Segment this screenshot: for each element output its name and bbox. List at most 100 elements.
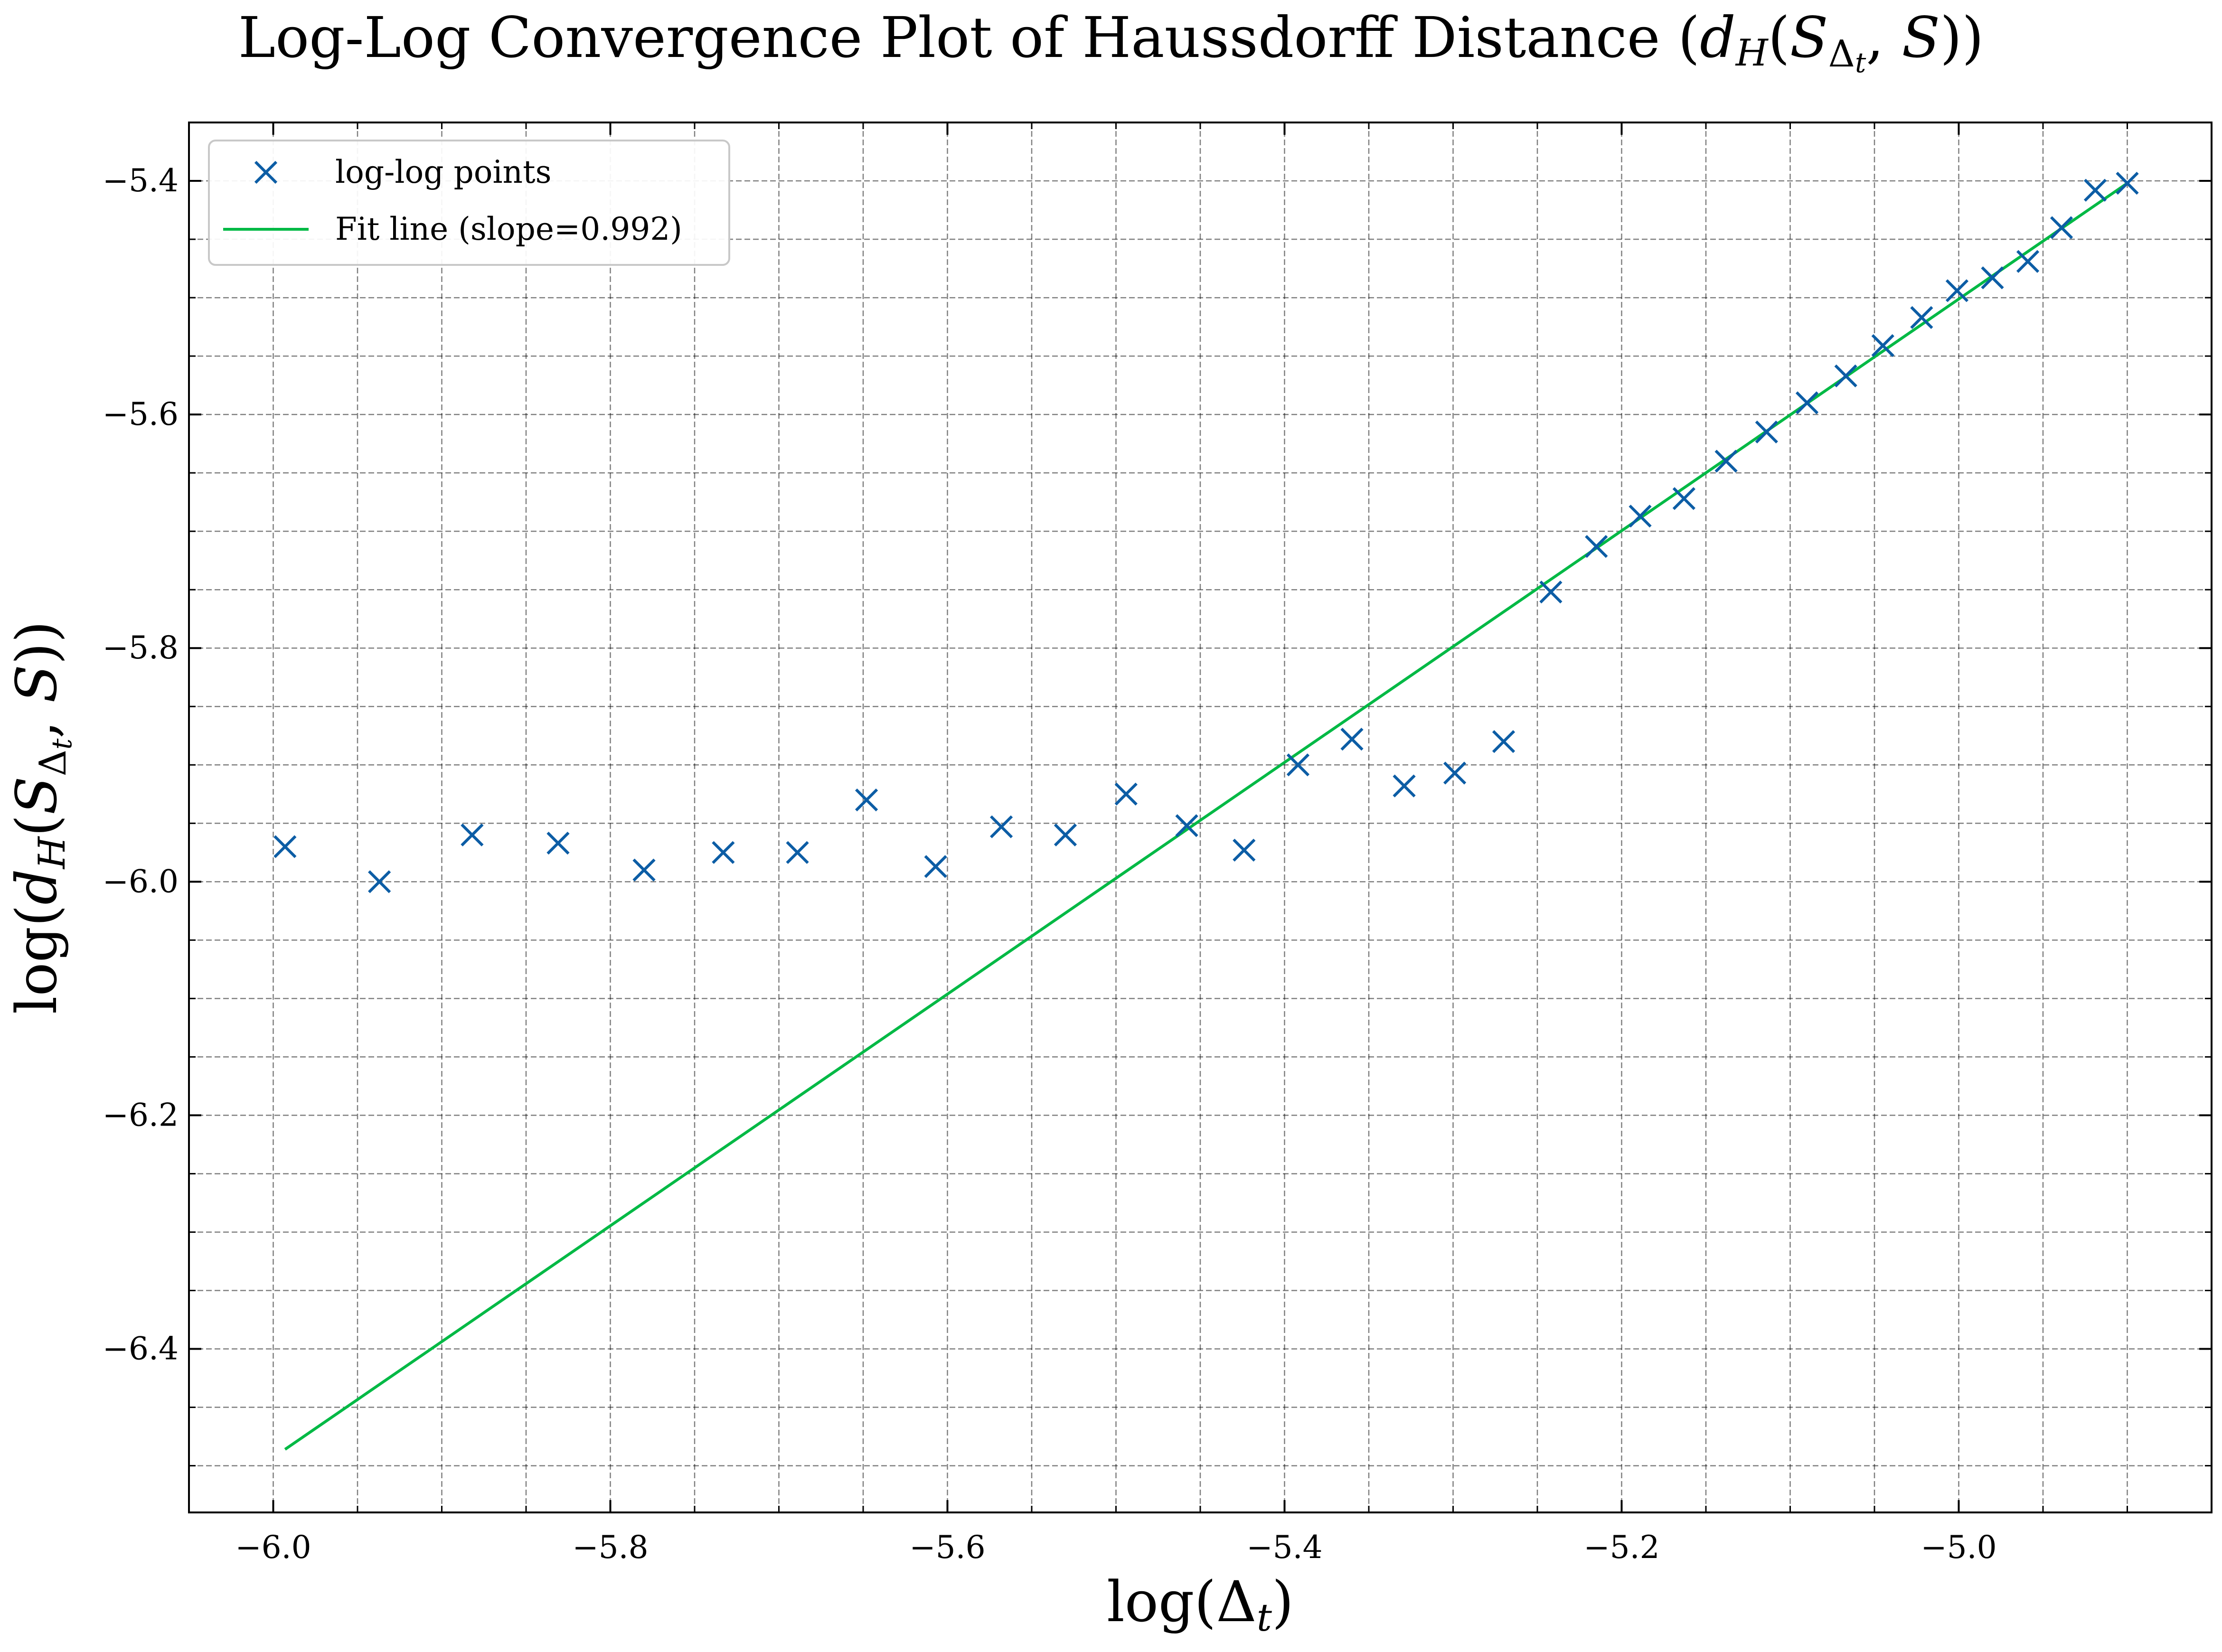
legend-marker-points	[254, 160, 278, 184]
data-point-12	[1175, 814, 1198, 837]
data-point-23	[1714, 450, 1738, 473]
y-tick-label: −5.8	[103, 629, 179, 666]
data-point-21	[1629, 505, 1652, 528]
data-point-25	[1795, 391, 1819, 414]
y-tick-label: −6.2	[103, 1097, 179, 1133]
y-axis-label-prefix: log(	[4, 905, 69, 1014]
data-point-34-stroke-b	[2116, 171, 2139, 195]
data-point-24	[1755, 420, 1778, 444]
data-point-2-stroke-b	[461, 823, 484, 847]
data-point-32-stroke-b	[2050, 216, 2073, 239]
data-point-29-stroke-b	[1945, 279, 1969, 302]
data-point-6	[786, 841, 809, 864]
data-point-9	[989, 815, 1013, 838]
data-point-4	[632, 858, 656, 882]
y-axis-label-d: d	[4, 869, 69, 905]
data-point-14	[1286, 753, 1310, 777]
data-point-5-stroke-b	[712, 841, 735, 864]
chart-title-math-delta: Δ	[1828, 33, 1855, 75]
data-point-22-stroke-b	[1672, 487, 1695, 510]
chart-title-math-close: ))	[1940, 5, 1984, 70]
x-tick-label: −5.0	[1921, 1529, 1996, 1566]
data-point-31-stroke-b	[2016, 250, 2040, 273]
x-tick-label: −5.8	[572, 1529, 648, 1566]
data-point-2	[461, 823, 484, 847]
fit-line	[284, 182, 2128, 1451]
data-point-11	[1114, 782, 1138, 806]
chart-title-math-t: t	[1855, 47, 1866, 79]
data-point-23-stroke-b	[1714, 450, 1738, 473]
axis-ticks: −6.0 −5.8 −5.6 −5.4 −5.2 −5.0 −6.4 −6.2 −6.0 −5.8…	[103, 122, 2212, 1566]
data-point-7-stroke-b	[855, 788, 878, 812]
data-point-13-stroke-b	[1233, 838, 1256, 862]
data-point-11-stroke-b	[1114, 782, 1138, 806]
data-point-19-stroke-b	[1539, 581, 1563, 604]
x-axis-label: log(Δt)	[1107, 1569, 1294, 1640]
legend: log-log points Fit line (slope=0.992)	[208, 140, 730, 266]
data-point-31	[2016, 250, 2040, 273]
data-point-18	[1492, 730, 1516, 753]
legend-x-marker-stroke-b	[254, 160, 278, 184]
y-axis-label-delta: Δ	[32, 750, 75, 776]
data-point-26-stroke-b	[1834, 364, 1857, 388]
x-axis-label-sub: t	[1257, 1596, 1272, 1640]
data-point-18-stroke-b	[1492, 730, 1516, 753]
data-point-20	[1585, 535, 1608, 558]
y-axis-label: log(dH(SΔt, S))	[4, 621, 78, 1014]
data-point-13	[1233, 838, 1256, 862]
data-point-9-stroke-b	[989, 815, 1013, 838]
y-axis-label-S: S	[4, 776, 69, 815]
data-point-33	[2083, 178, 2107, 202]
data-point-4-stroke-b	[632, 858, 656, 882]
data-point-28-stroke-b	[1910, 306, 1933, 329]
y-axis-label-suffix: ))	[4, 621, 69, 665]
legend-box	[208, 140, 730, 266]
y-axis-label-S2: S	[4, 665, 69, 703]
data-point-24-stroke-b	[1755, 420, 1778, 444]
x-axis-label-suffix: )	[1272, 1569, 1294, 1634]
data-point-12-stroke-b	[1175, 814, 1198, 837]
chart-title-math-open: (	[1768, 5, 1790, 70]
data-point-10-stroke-b	[1054, 823, 1077, 847]
y-axis-label-mid: ,	[4, 703, 69, 739]
data-point-34	[2116, 171, 2139, 195]
data-point-30-stroke-b	[1981, 266, 2004, 290]
chart-title: Log-Log Convergence Plot of Haussdorff D…	[238, 5, 1984, 79]
data-point-33-stroke-b	[2083, 178, 2107, 202]
data-point-10	[1054, 823, 1077, 847]
chart-title-math-d: d	[1700, 5, 1736, 70]
data-point-6-stroke-b	[786, 841, 809, 864]
data-point-25-stroke-b	[1795, 391, 1819, 414]
chart-title-math-s2: S	[1902, 5, 1940, 70]
data-point-21-stroke-b	[1629, 505, 1652, 528]
x-axis-label-prefix: log(	[1107, 1569, 1216, 1634]
y-tick-label: −6.0	[103, 863, 179, 900]
data-point-27-stroke-b	[1871, 334, 1894, 357]
data-point-20-stroke-b	[1585, 535, 1608, 558]
data-point-5	[712, 841, 735, 864]
data-point-1	[368, 870, 391, 893]
data-point-3-stroke-b	[546, 832, 570, 855]
data-point-29	[1945, 279, 1969, 302]
data-point-27	[1871, 334, 1894, 357]
data-point-14-stroke-b	[1286, 753, 1310, 777]
data-point-15-stroke-b	[1340, 728, 1364, 751]
data-point-17	[1443, 761, 1467, 785]
data-point-8-stroke-b	[924, 855, 947, 878]
data-point-16-stroke-b	[1393, 774, 1416, 798]
data-point-32	[2050, 216, 2073, 239]
data-point-16	[1393, 774, 1416, 798]
data-point-19	[1539, 581, 1563, 604]
data-point-0	[273, 835, 297, 858]
legend-label-points: log-log points	[335, 154, 551, 190]
data-point-17-stroke-b	[1443, 761, 1467, 785]
y-axis-label-H: H	[31, 835, 74, 870]
y-tick-label: −5.4	[103, 162, 179, 199]
y-tick-label: −5.6	[103, 396, 179, 432]
x-tick-label: −5.6	[909, 1529, 985, 1566]
data-point-26	[1834, 364, 1857, 388]
y-tick-label: −6.4	[103, 1331, 179, 1367]
data-point-1-stroke-b	[368, 870, 391, 893]
data-point-30	[1981, 266, 2004, 290]
data-point-3	[546, 832, 570, 855]
